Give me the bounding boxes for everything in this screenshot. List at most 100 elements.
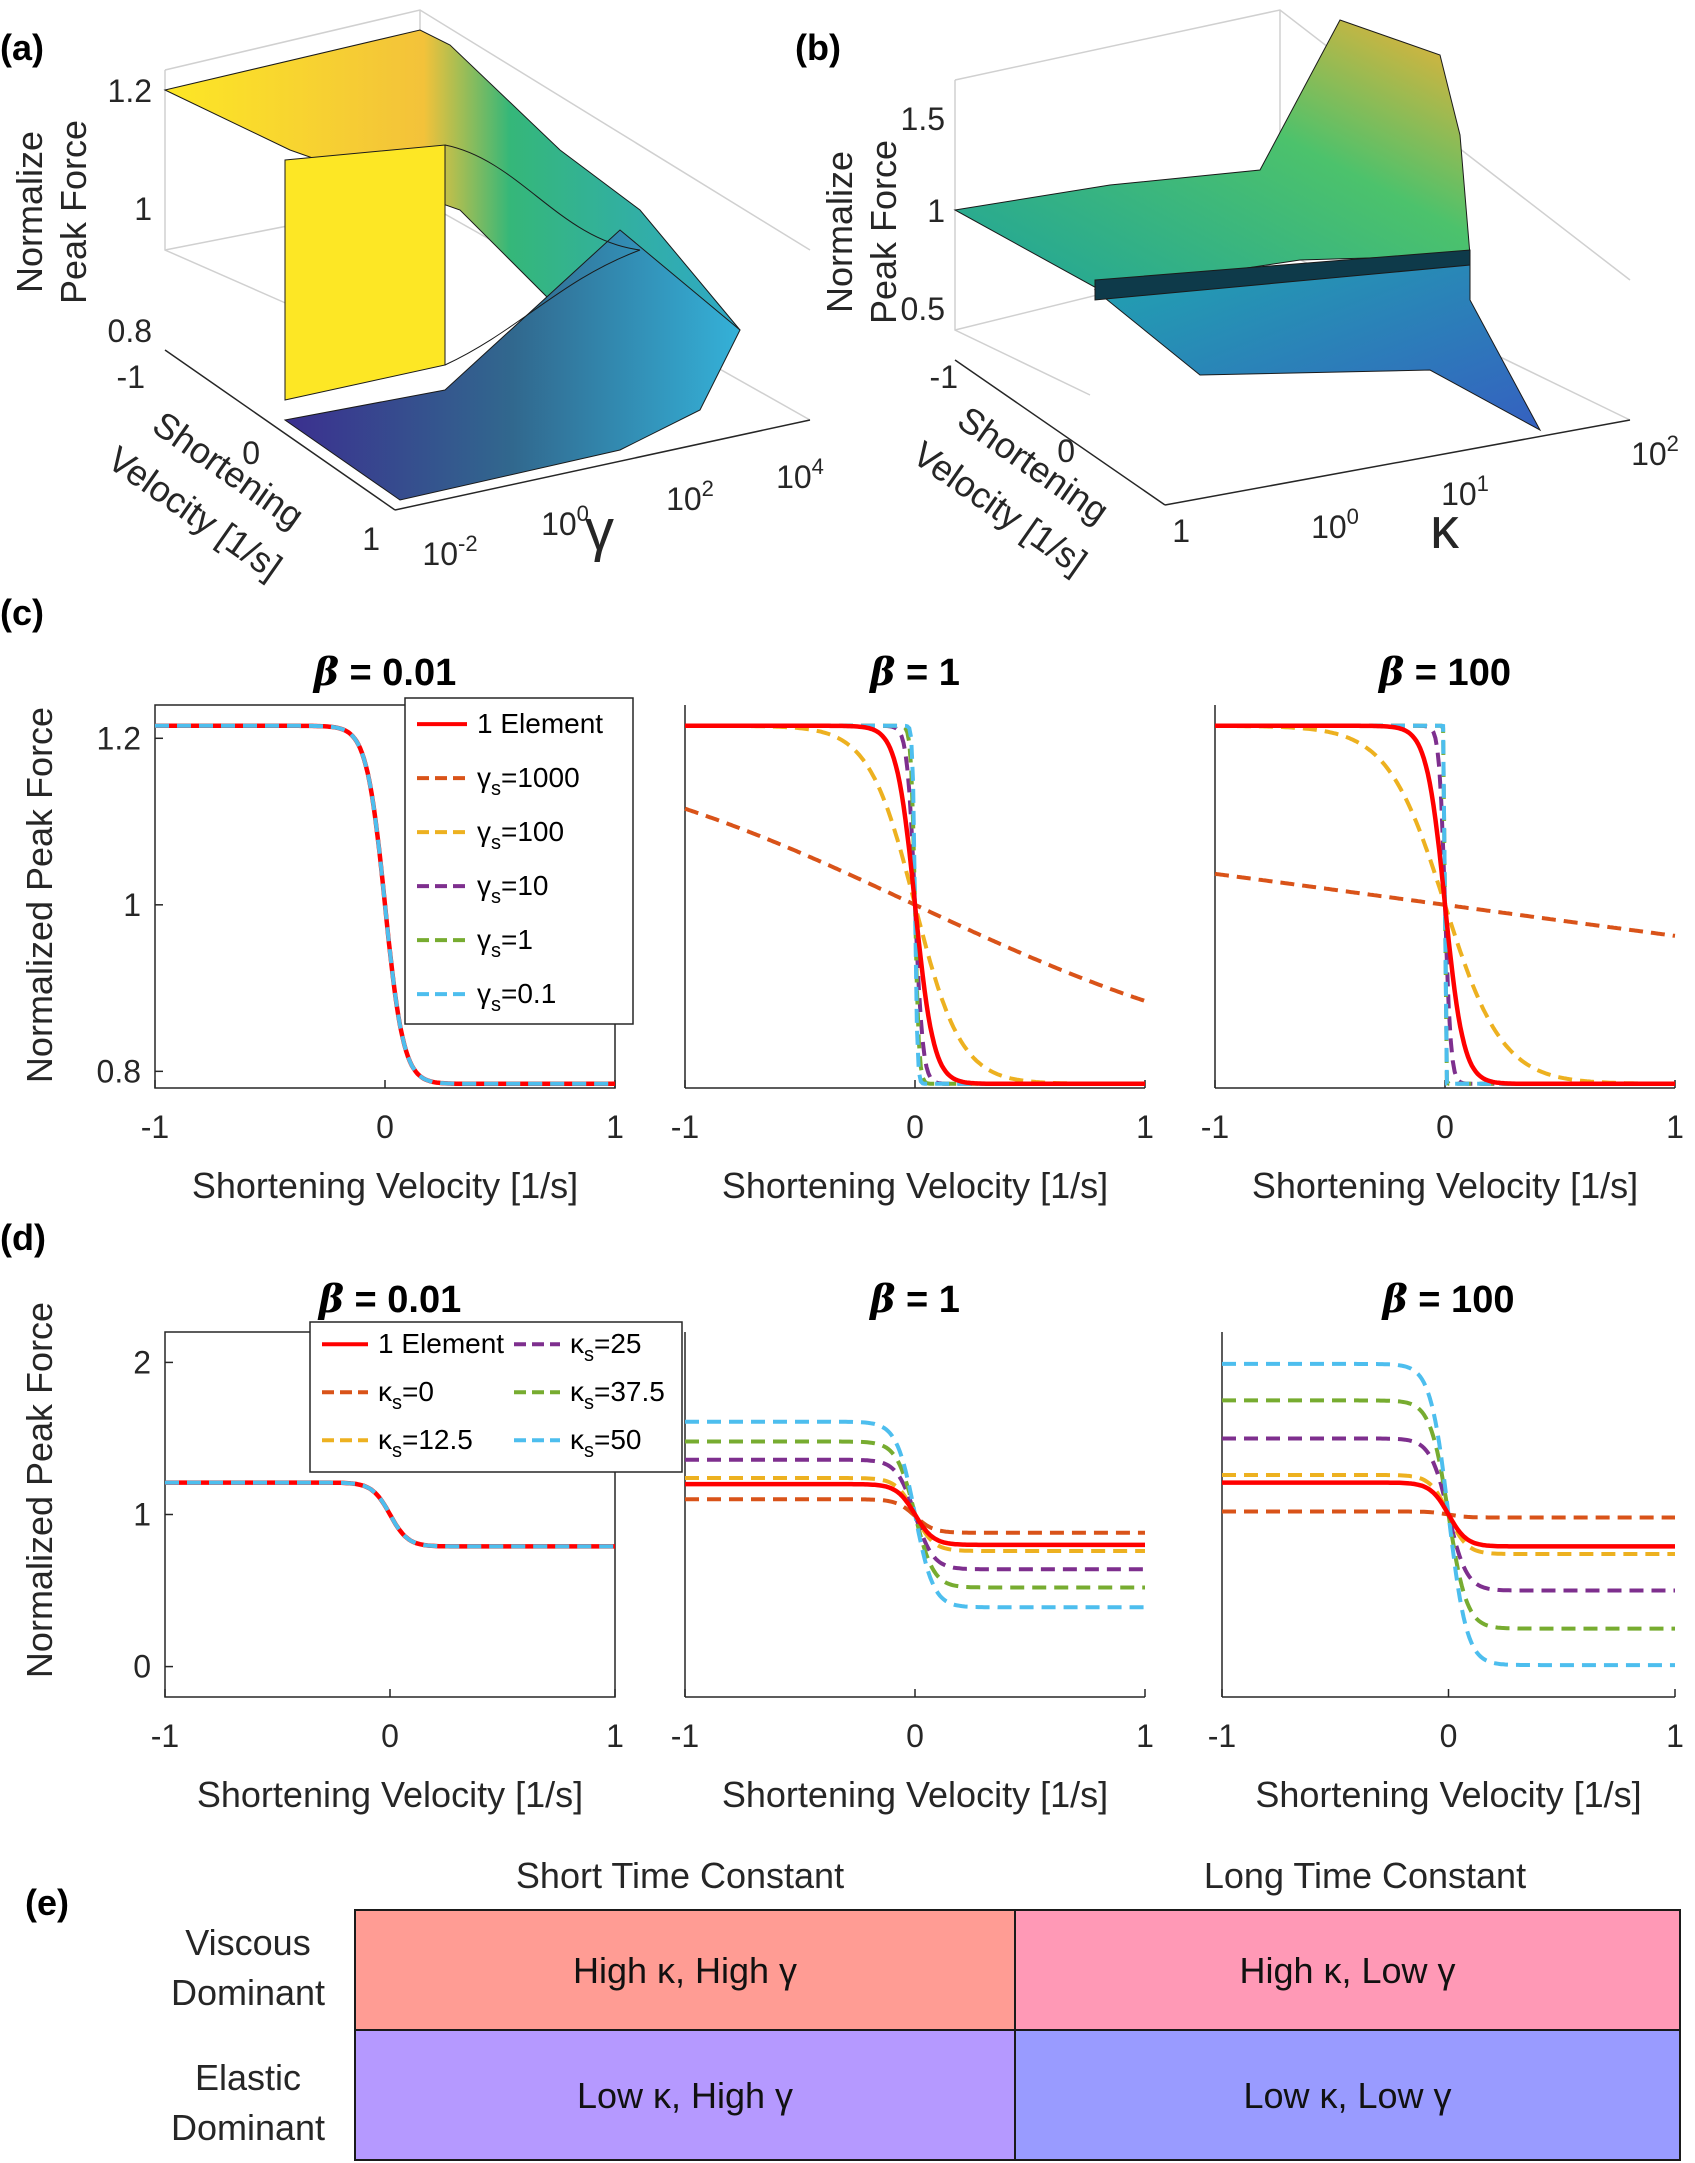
c-legend-label-2: γs=100 bbox=[477, 816, 564, 854]
c-ytick-2: 1.2 bbox=[97, 720, 141, 756]
c-xtick-0-1: 0 bbox=[376, 1109, 394, 1145]
c-title-0: β = 0.01 bbox=[312, 649, 457, 694]
e-col-header-short: Short Time Constant bbox=[516, 1855, 844, 1896]
d-legend-label-5: κs=50 bbox=[570, 1424, 642, 1462]
a-ytick-2: 0 bbox=[242, 435, 260, 471]
b-xlabel: κ bbox=[1430, 496, 1460, 561]
d-legend-box bbox=[309, 1321, 683, 1473]
b-ztick-2: 1 bbox=[927, 193, 945, 229]
surface-a-bottom bbox=[283, 229, 741, 501]
c-legend-label-3: γs=10 bbox=[477, 870, 549, 908]
a-ytick-1: -1 bbox=[117, 359, 145, 395]
d-ytick-0: 0 bbox=[133, 1649, 151, 1685]
d-legend: 1 Element κs=25 κs=0 κs=37.5 κs=12.5 κs=50 bbox=[309, 1321, 683, 1473]
d-subplot-1: β = 1 -1 0 1 Shortening Velocity [1/s] bbox=[671, 1276, 1154, 1815]
d-xtick-1-2: 1 bbox=[1136, 1718, 1154, 1754]
b-ytick-2: 0 bbox=[1057, 433, 1075, 469]
b-xtick-2: 102 bbox=[1631, 431, 1679, 472]
c-xtick-1-0: -1 bbox=[671, 1109, 699, 1145]
e-row-label-elastic-2: Dominant bbox=[171, 2107, 325, 2148]
a-ytick-3: 1 bbox=[362, 521, 380, 557]
e-cells: High κ, High γ High κ, Low γ Low κ, High γ… bbox=[354, 1909, 1681, 2161]
d-subplot-2: β = 100 -1 0 1 Shortening Velocity [1/s] bbox=[1208, 1276, 1684, 1815]
c-series-1-5 bbox=[685, 723, 1145, 1087]
panel-label-e: (e) bbox=[25, 1882, 69, 1923]
e-row-label-viscous-2: Dominant bbox=[171, 1972, 325, 2013]
e-cell-text-1-0: Low κ, High γ bbox=[577, 2075, 793, 2116]
b-ztick-1: 1.5 bbox=[901, 101, 945, 137]
b-ytick-3: 1 bbox=[1172, 513, 1190, 549]
c-legend-label-0: 1 Element bbox=[477, 708, 603, 739]
b-ztick-3: 0.5 bbox=[901, 291, 945, 327]
panel-d: (d) Normalized Peak Force β = 0.01-1 0 1Sh… bbox=[0, 1217, 1684, 1815]
c-series-0-2 bbox=[155, 723, 615, 1086]
e-cell-text-0-1: High κ, Low γ bbox=[1239, 1950, 1455, 1991]
b-zlabel-line2: Peak Force bbox=[863, 140, 904, 324]
b-xtick-0: 100 bbox=[1311, 504, 1359, 545]
c-legend: 1 Element γs=1000 γs=100 γs=10 γs=1 γs=0.1 bbox=[404, 697, 634, 1025]
d-series-1-5 bbox=[685, 1481, 1145, 1548]
e-cell-text-1-1: Low κ, Low γ bbox=[1243, 2075, 1451, 2116]
panel-label-a: (a) bbox=[0, 27, 44, 68]
d-xtick-2-0: -1 bbox=[1208, 1718, 1236, 1754]
surface-a-front-wall bbox=[284, 144, 446, 401]
e-cell-1-1 bbox=[1014, 2029, 1681, 2161]
c-xtick-0-2: 1 bbox=[606, 1109, 624, 1145]
c-xtick-0-0: -1 bbox=[141, 1109, 169, 1145]
c-ytick-1: 1 bbox=[123, 887, 141, 923]
d-xtick-2-2: 1 bbox=[1666, 1718, 1684, 1754]
e-col-header-long: Long Time Constant bbox=[1204, 1855, 1526, 1896]
d-xtick-1-1: 0 bbox=[906, 1718, 924, 1754]
d-xlabel-1: Shortening Velocity [1/s] bbox=[722, 1774, 1108, 1815]
a-zlabel-line1: Normalize bbox=[9, 131, 50, 293]
c-plots: β = 0.01 -1 0 1 Shortening Velocity [1/s] 0.8… bbox=[97, 649, 1684, 1206]
c-legend-label-5: γs=0.1 bbox=[477, 978, 556, 1016]
d-legend-label-3: κs=37.5 bbox=[570, 1376, 665, 1414]
c-xlabel-2: Shortening Velocity [1/s] bbox=[1252, 1165, 1638, 1206]
panel-a-surface bbox=[163, 29, 741, 501]
panel-e: (e) Short Time Constant Long Time Consta… bbox=[25, 1855, 1681, 2161]
d-series-0-2 bbox=[165, 1480, 615, 1549]
d-xlabel-0: Shortening Velocity [1/s] bbox=[197, 1774, 583, 1815]
c-ylabel: Normalized Peak Force bbox=[19, 707, 60, 1083]
c-legend-box bbox=[404, 697, 634, 1025]
b-xticks: 100 101 102 bbox=[1311, 431, 1679, 545]
surface-b-top bbox=[953, 19, 1471, 291]
d-series-0-0 bbox=[165, 1480, 615, 1549]
a-xticks: 10-2 100 102 104 bbox=[422, 454, 824, 572]
c-ytick-0: 0.8 bbox=[97, 1053, 141, 1089]
c-subplot-2: β = 100 -1 0 1 Shortening Velocity [1/s] bbox=[1201, 649, 1684, 1206]
d-xtick-1-0: -1 bbox=[671, 1718, 699, 1754]
a-xtick-0: 10-2 bbox=[422, 531, 477, 572]
panel-b-surface bbox=[953, 19, 1542, 432]
d-ytick-1: 1 bbox=[133, 1497, 151, 1533]
c-xtick-2-1: 0 bbox=[1436, 1109, 1454, 1145]
c-series-2-5 bbox=[1215, 723, 1675, 1087]
c-title-1: β = 1 bbox=[868, 649, 960, 694]
e-row-label-viscous-1: Viscous bbox=[185, 1922, 310, 1963]
d-title-0: β = 0.01 bbox=[317, 1276, 462, 1321]
d-legend-label-1: κs=25 bbox=[570, 1328, 642, 1366]
d-title-1: β = 1 bbox=[868, 1276, 960, 1321]
c-legend-label-1: γs=1000 bbox=[477, 762, 580, 800]
c-xlabel-0: Shortening Velocity [1/s] bbox=[192, 1165, 578, 1206]
a-xtick-3: 104 bbox=[776, 454, 824, 495]
a-xtick-1: 100 bbox=[541, 501, 589, 542]
panel-label-b: (b) bbox=[795, 27, 841, 68]
d-xtick-0-0: -1 bbox=[151, 1718, 179, 1754]
d-xtick-2-1: 0 bbox=[1440, 1718, 1458, 1754]
c-title-2: β = 100 bbox=[1377, 649, 1511, 694]
d-legend-label-2: κs=0 bbox=[378, 1376, 434, 1414]
b-ytick-1: -1 bbox=[930, 359, 958, 395]
d-legend-label-4: κs=12.5 bbox=[378, 1424, 473, 1462]
panel-label-d: (d) bbox=[0, 1217, 46, 1258]
d-ylabel: Normalized Peak Force bbox=[19, 1302, 60, 1678]
e-cell-text-0-0: High κ, High γ bbox=[573, 1950, 797, 1991]
c-xtick-2-2: 1 bbox=[1666, 1109, 1684, 1145]
c-xtick-2-0: -1 bbox=[1201, 1109, 1229, 1145]
e-row-label-elastic-1: Elastic bbox=[195, 2057, 301, 2098]
d-title-2: β = 100 bbox=[1381, 1276, 1515, 1321]
panel-c: (c) Normalized Peak Force β = 0.01 -1 0 1 Sh… bbox=[0, 592, 1684, 1206]
